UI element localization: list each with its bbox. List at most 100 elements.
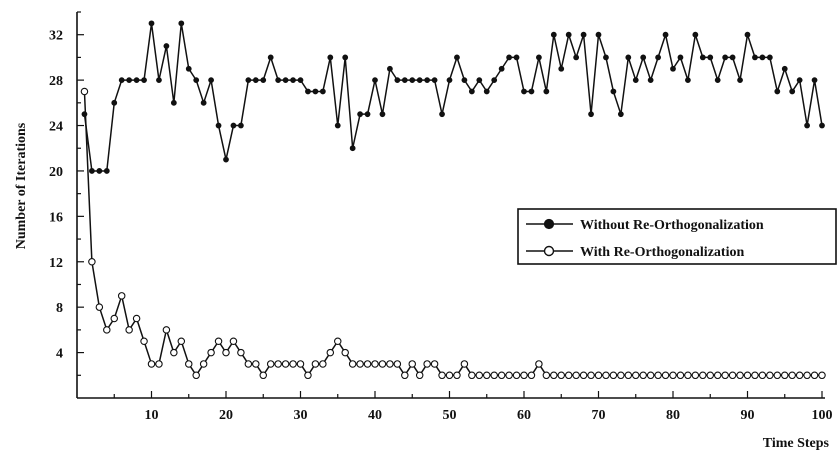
data-point: [454, 54, 460, 61]
data-point: [490, 371, 498, 380]
legend-label-with: With Re-Orthogonalization: [580, 245, 744, 260]
data-point: [327, 54, 334, 61]
data-point: [506, 54, 513, 61]
data-point: [758, 371, 767, 380]
x-tick-label: 20: [219, 408, 233, 423]
data-point: [453, 371, 461, 380]
data-point: [393, 360, 402, 368]
series-with-reorthogonalization: [80, 87, 826, 380]
data-point: [423, 360, 431, 368]
data-point: [595, 31, 602, 38]
data-point: [699, 54, 706, 61]
data-point: [148, 20, 155, 27]
data-point: [460, 360, 469, 368]
data-point: [639, 371, 647, 380]
data-point: [811, 77, 818, 84]
data-point: [684, 371, 692, 380]
data-point: [155, 360, 163, 368]
data-point: [103, 168, 110, 174]
data-point: [415, 371, 424, 380]
data-point: [282, 77, 289, 84]
data-point: [647, 77, 654, 84]
data-point: [290, 77, 296, 84]
data-point: [304, 371, 312, 380]
data-point: [252, 77, 259, 84]
data-point: [379, 111, 386, 118]
data-point: [266, 360, 275, 368]
data-point: [550, 371, 558, 380]
data-point: [781, 65, 788, 72]
data-point: [244, 360, 253, 368]
data-point: [431, 77, 438, 84]
legend-marker-open: [543, 245, 555, 257]
data-point: [795, 371, 804, 380]
data-point: [655, 54, 661, 61]
y-tick-label: 28: [49, 74, 63, 89]
legend-entry-with: With Re-Orthogonalization: [526, 245, 744, 260]
x-axis-title: Time Steps: [763, 436, 830, 451]
data-point: [640, 54, 647, 61]
data-point: [178, 20, 185, 27]
data-point: [676, 371, 685, 380]
data-point: [96, 168, 103, 174]
data-point: [736, 371, 744, 380]
data-point: [766, 54, 773, 61]
x-tick-label: 100: [812, 408, 833, 423]
data-point: [818, 371, 826, 380]
data-point: [439, 111, 445, 118]
data-point: [468, 371, 476, 380]
data-point: [565, 31, 572, 38]
data-point: [587, 371, 595, 380]
data-point: [520, 371, 528, 380]
data-point: [789, 88, 796, 95]
data-point: [527, 371, 536, 380]
data-point: [356, 360, 364, 368]
ticks: 4 8 12 16 20 24 28 32 10 20 30 40 50 60 70 80 90 100: [49, 11, 833, 423]
x-tick-label: 90: [741, 408, 755, 423]
data-point: [483, 88, 490, 95]
data-point: [424, 77, 431, 84]
data-point: [319, 360, 327, 368]
data-point: [163, 43, 170, 49]
data-point: [401, 77, 408, 84]
data-point: [162, 326, 171, 334]
data-point: [281, 360, 290, 368]
x-tick-label: 40: [368, 408, 382, 423]
y-axis-title: Number of Iterations: [14, 122, 29, 249]
data-point: [707, 54, 714, 61]
data-point: [238, 122, 244, 129]
data-point: [177, 337, 186, 345]
y-tick-label: 12: [49, 256, 63, 271]
data-point: [378, 360, 387, 368]
data-point: [289, 360, 297, 368]
data-point: [491, 77, 498, 84]
data-point: [445, 371, 454, 380]
data-point: [305, 88, 311, 95]
y-tick-label: 8: [56, 301, 63, 316]
data-point: [572, 371, 580, 380]
data-point: [654, 371, 662, 380]
data-point: [95, 303, 104, 311]
data-point: [550, 31, 557, 38]
data-point: [737, 77, 743, 84]
data-point: [214, 337, 223, 345]
data-point: [394, 77, 401, 84]
data-point: [111, 99, 118, 106]
data-point: [714, 77, 721, 84]
data-point: [482, 371, 491, 380]
data-point: [103, 326, 111, 334]
data-point: [185, 65, 192, 72]
data-point: [208, 77, 215, 84]
data-point: [535, 360, 543, 368]
data-point: [558, 65, 565, 72]
data-point: [446, 77, 453, 84]
data-point: [193, 77, 200, 84]
data-point: [296, 360, 305, 368]
data-point: [631, 371, 640, 380]
data-point: [468, 88, 475, 95]
data-point: [557, 371, 565, 380]
data-point: [275, 77, 282, 84]
data-point: [476, 77, 483, 84]
data-point: [297, 77, 304, 84]
